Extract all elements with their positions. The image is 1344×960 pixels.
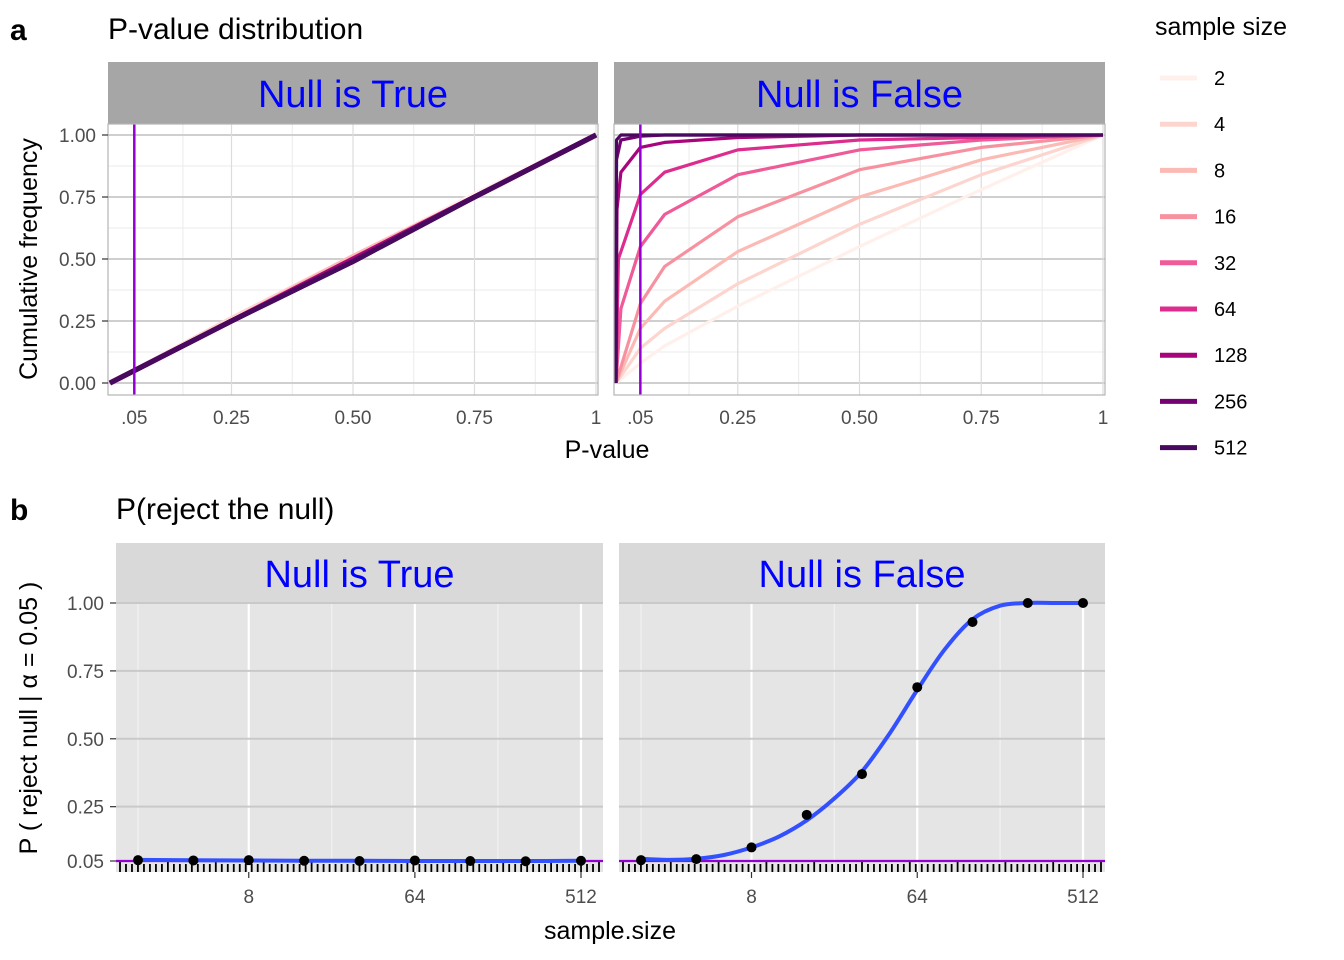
- series-line-n32: [614, 133, 1104, 384]
- series-line-n512: [108, 132, 598, 386]
- legend-label: 8: [1214, 160, 1225, 182]
- panel-b-letter: b: [10, 494, 28, 527]
- y-tick-label: 0.75: [67, 662, 104, 683]
- data-point: [409, 855, 420, 866]
- y-tick-label: 0.25: [59, 312, 96, 333]
- data-point: [354, 856, 365, 866]
- x-tick-label: 0.25: [213, 408, 250, 429]
- legend-label: 64: [1214, 299, 1236, 321]
- y-tick-label: 0.75: [59, 188, 96, 209]
- data-point: [133, 855, 143, 866]
- y-tick-label: 0.50: [59, 250, 96, 271]
- x-axis-title: P-value: [565, 436, 650, 464]
- x-tick-label: 0.50: [841, 408, 878, 429]
- y-tick-labels: 0.05 0.25 0.50 0.75 1.00: [67, 594, 116, 873]
- data-point: [801, 809, 812, 820]
- legend-items: 2 4 8 16 32 64 128 256 512: [1160, 68, 1247, 460]
- x-tick-label: 512: [1067, 887, 1099, 908]
- panel-b-title: P(reject the null): [116, 493, 334, 526]
- facet-strip-label: Null is False: [759, 554, 966, 596]
- data-point: [691, 854, 702, 865]
- data-point: [188, 855, 199, 866]
- facet-null-true: Null is True .05 0.25 0.50 0.75 1 0.000.250.…: [59, 62, 601, 429]
- panel-a-title: P-value distribution: [108, 13, 363, 46]
- y-tick-label: 0.00: [59, 374, 96, 395]
- data-points: [133, 855, 586, 867]
- facet-null-false: Null is False .05 0.25 0.50 0.75 1: [613, 62, 1108, 429]
- data-points: [636, 598, 1088, 866]
- y-axis-title: P ( reject null | α = 0.05 ): [15, 582, 43, 855]
- facet-strip: [108, 62, 598, 124]
- facet-null-true: Null is True 8 64 512 0.05 0.25 0.50 0.75 1.00: [67, 543, 603, 908]
- legend-label: 2: [1214, 68, 1225, 90]
- data-point: [576, 855, 586, 866]
- facet-strip: [116, 543, 603, 603]
- x-axis-title: sample.size: [544, 917, 676, 945]
- y-tick-label: 1.00: [59, 126, 96, 147]
- legend: sample size 2 4 8 16 32 64 128 256 512: [1155, 13, 1287, 460]
- plot-background: [116, 603, 603, 872]
- y-tick-label: 0.50: [67, 730, 104, 751]
- x-tick-label: 1: [1098, 408, 1109, 429]
- x-tick-label: 8: [746, 887, 757, 908]
- x-tick-label: 0.25: [719, 408, 756, 429]
- x-tick-label: .05: [627, 408, 653, 429]
- plot-background: [619, 603, 1105, 872]
- y-axis-title: Cumulative frequency: [15, 138, 43, 380]
- legend-title: sample size: [1155, 13, 1287, 41]
- grid-lines: [619, 602, 1105, 872]
- legend-label: 128: [1214, 345, 1247, 367]
- x-tick-labels: .05 0.25 0.50 0.75 1: [627, 408, 1108, 429]
- x-tick-label: 8: [243, 887, 254, 908]
- x-tick-label: .05: [121, 408, 147, 429]
- grid-lines: [116, 602, 603, 872]
- y-tick-label: 0.05: [67, 852, 104, 873]
- data-point: [1078, 598, 1088, 608]
- legend-label: 256: [1214, 391, 1247, 413]
- legend-label: 512: [1214, 438, 1247, 460]
- y-tick-label: 1.00: [67, 594, 104, 615]
- facet-strip-label: Null is False: [756, 74, 963, 116]
- x-tick-labels: 8 64 512: [243, 872, 597, 908]
- x-tick-label: 0.75: [963, 408, 1000, 429]
- x-tick-labels: 8 64 512: [746, 872, 1099, 908]
- y-tick-labels: 0.00 0.25 0.50 0.75 1.00: [59, 126, 108, 395]
- legend-label: 4: [1214, 114, 1225, 136]
- facet-strip-label: Null is True: [264, 554, 454, 596]
- data-point: [636, 855, 646, 866]
- series-lines: [108, 132, 598, 386]
- legend-label: 32: [1214, 253, 1236, 275]
- x-tick-label: 0.75: [456, 408, 493, 429]
- data-point: [1022, 598, 1033, 608]
- data-point: [299, 855, 310, 866]
- facet-strip: [614, 62, 1105, 124]
- series-line-n512: [614, 133, 1103, 384]
- series-line-n64: [614, 133, 1104, 384]
- data-point: [857, 769, 867, 780]
- x-tick-label: 0.50: [335, 408, 372, 429]
- panel-border: [613, 123, 1106, 396]
- legend-label: 16: [1214, 207, 1236, 229]
- facet-strip: [619, 543, 1105, 603]
- x-tick-label: 64: [404, 887, 426, 908]
- data-point: [520, 856, 531, 867]
- panel-a-chart: Null is True .05 0.25 0.50 0.75 1 0.000.250.…: [15, 62, 1108, 464]
- x-tick-label: 64: [907, 887, 929, 908]
- facet-null-false: Null is False 8 64 512: [619, 543, 1105, 908]
- data-point: [967, 617, 978, 628]
- data-point: [912, 682, 923, 693]
- data-point: [746, 842, 757, 853]
- panel-a-letter: a: [10, 14, 27, 47]
- data-point: [243, 855, 254, 866]
- x-tick-label: 1: [591, 408, 602, 429]
- x-tick-label: 512: [565, 887, 597, 908]
- panel-b-chart: Null is True 8 64 512 0.05 0.25 0.50 0.75 1.00…: [15, 543, 1105, 945]
- x-tick-labels: .05 0.25 0.50 0.75 1: [121, 408, 601, 429]
- data-point: [465, 856, 476, 866]
- y-tick-label: 0.25: [67, 798, 104, 819]
- facet-strip-label: Null is True: [258, 74, 448, 116]
